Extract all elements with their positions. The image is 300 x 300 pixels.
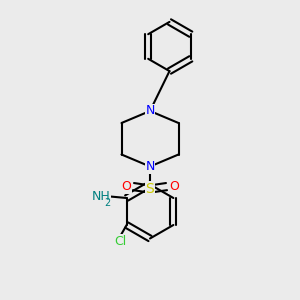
Text: O: O [169, 180, 179, 193]
Text: N: N [145, 104, 155, 118]
Text: Cl: Cl [115, 235, 127, 248]
Text: NH: NH [92, 190, 110, 203]
Text: O: O [121, 180, 131, 193]
Text: S: S [146, 182, 154, 196]
Text: N: N [145, 160, 155, 173]
Text: 2: 2 [104, 198, 110, 208]
